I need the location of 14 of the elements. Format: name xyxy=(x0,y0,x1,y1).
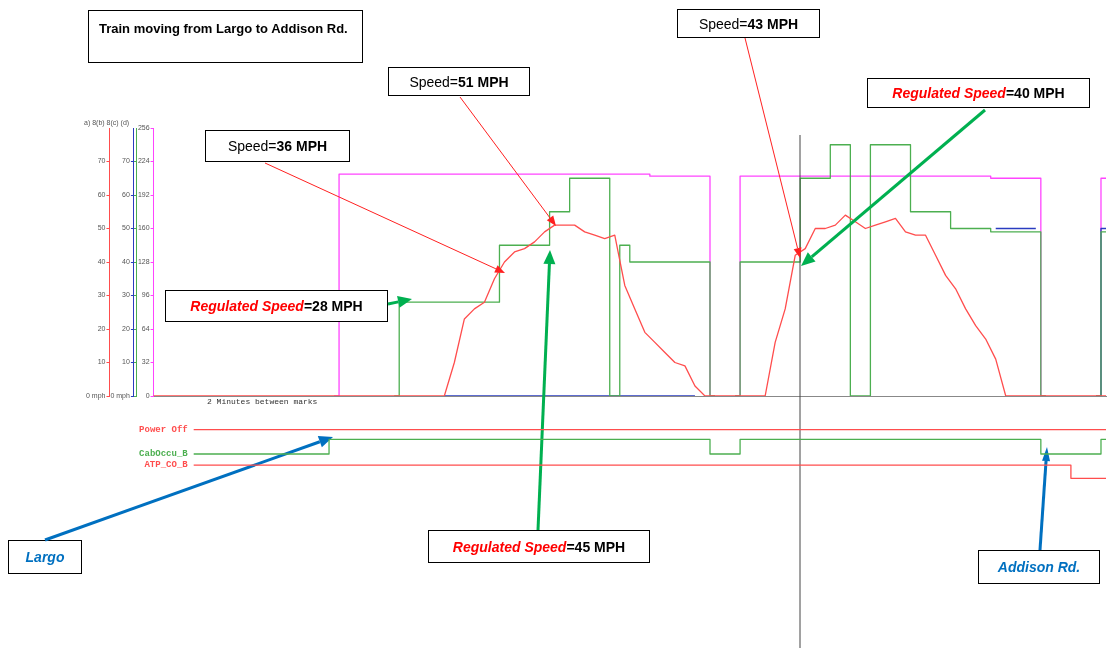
callout-box: Speed=43 MPH xyxy=(677,9,820,38)
callout-box: Addison Rd. xyxy=(978,550,1100,584)
series-label: Power Off xyxy=(139,424,188,435)
series-label: ATP_CO_B xyxy=(144,460,189,471)
callout-box: Regulated Speed=40 MPH xyxy=(867,78,1090,108)
callout-box: Speed=51 MPH xyxy=(388,67,530,96)
series-label: CabOccu_B xyxy=(139,449,189,460)
title-box: Train moving from Largo to Addison Rd. xyxy=(88,10,363,63)
callout-box: Speed=36 MPH xyxy=(205,130,350,162)
callout-box: Regulated Speed=45 MPH xyxy=(428,530,650,563)
callout-box: Regulated Speed=28 MPH xyxy=(165,290,388,322)
annotation: Regulated Speed=28 MPH xyxy=(190,298,363,314)
text: 2 Minutes between marks xyxy=(207,397,318,406)
callout-box: Largo xyxy=(8,540,82,574)
